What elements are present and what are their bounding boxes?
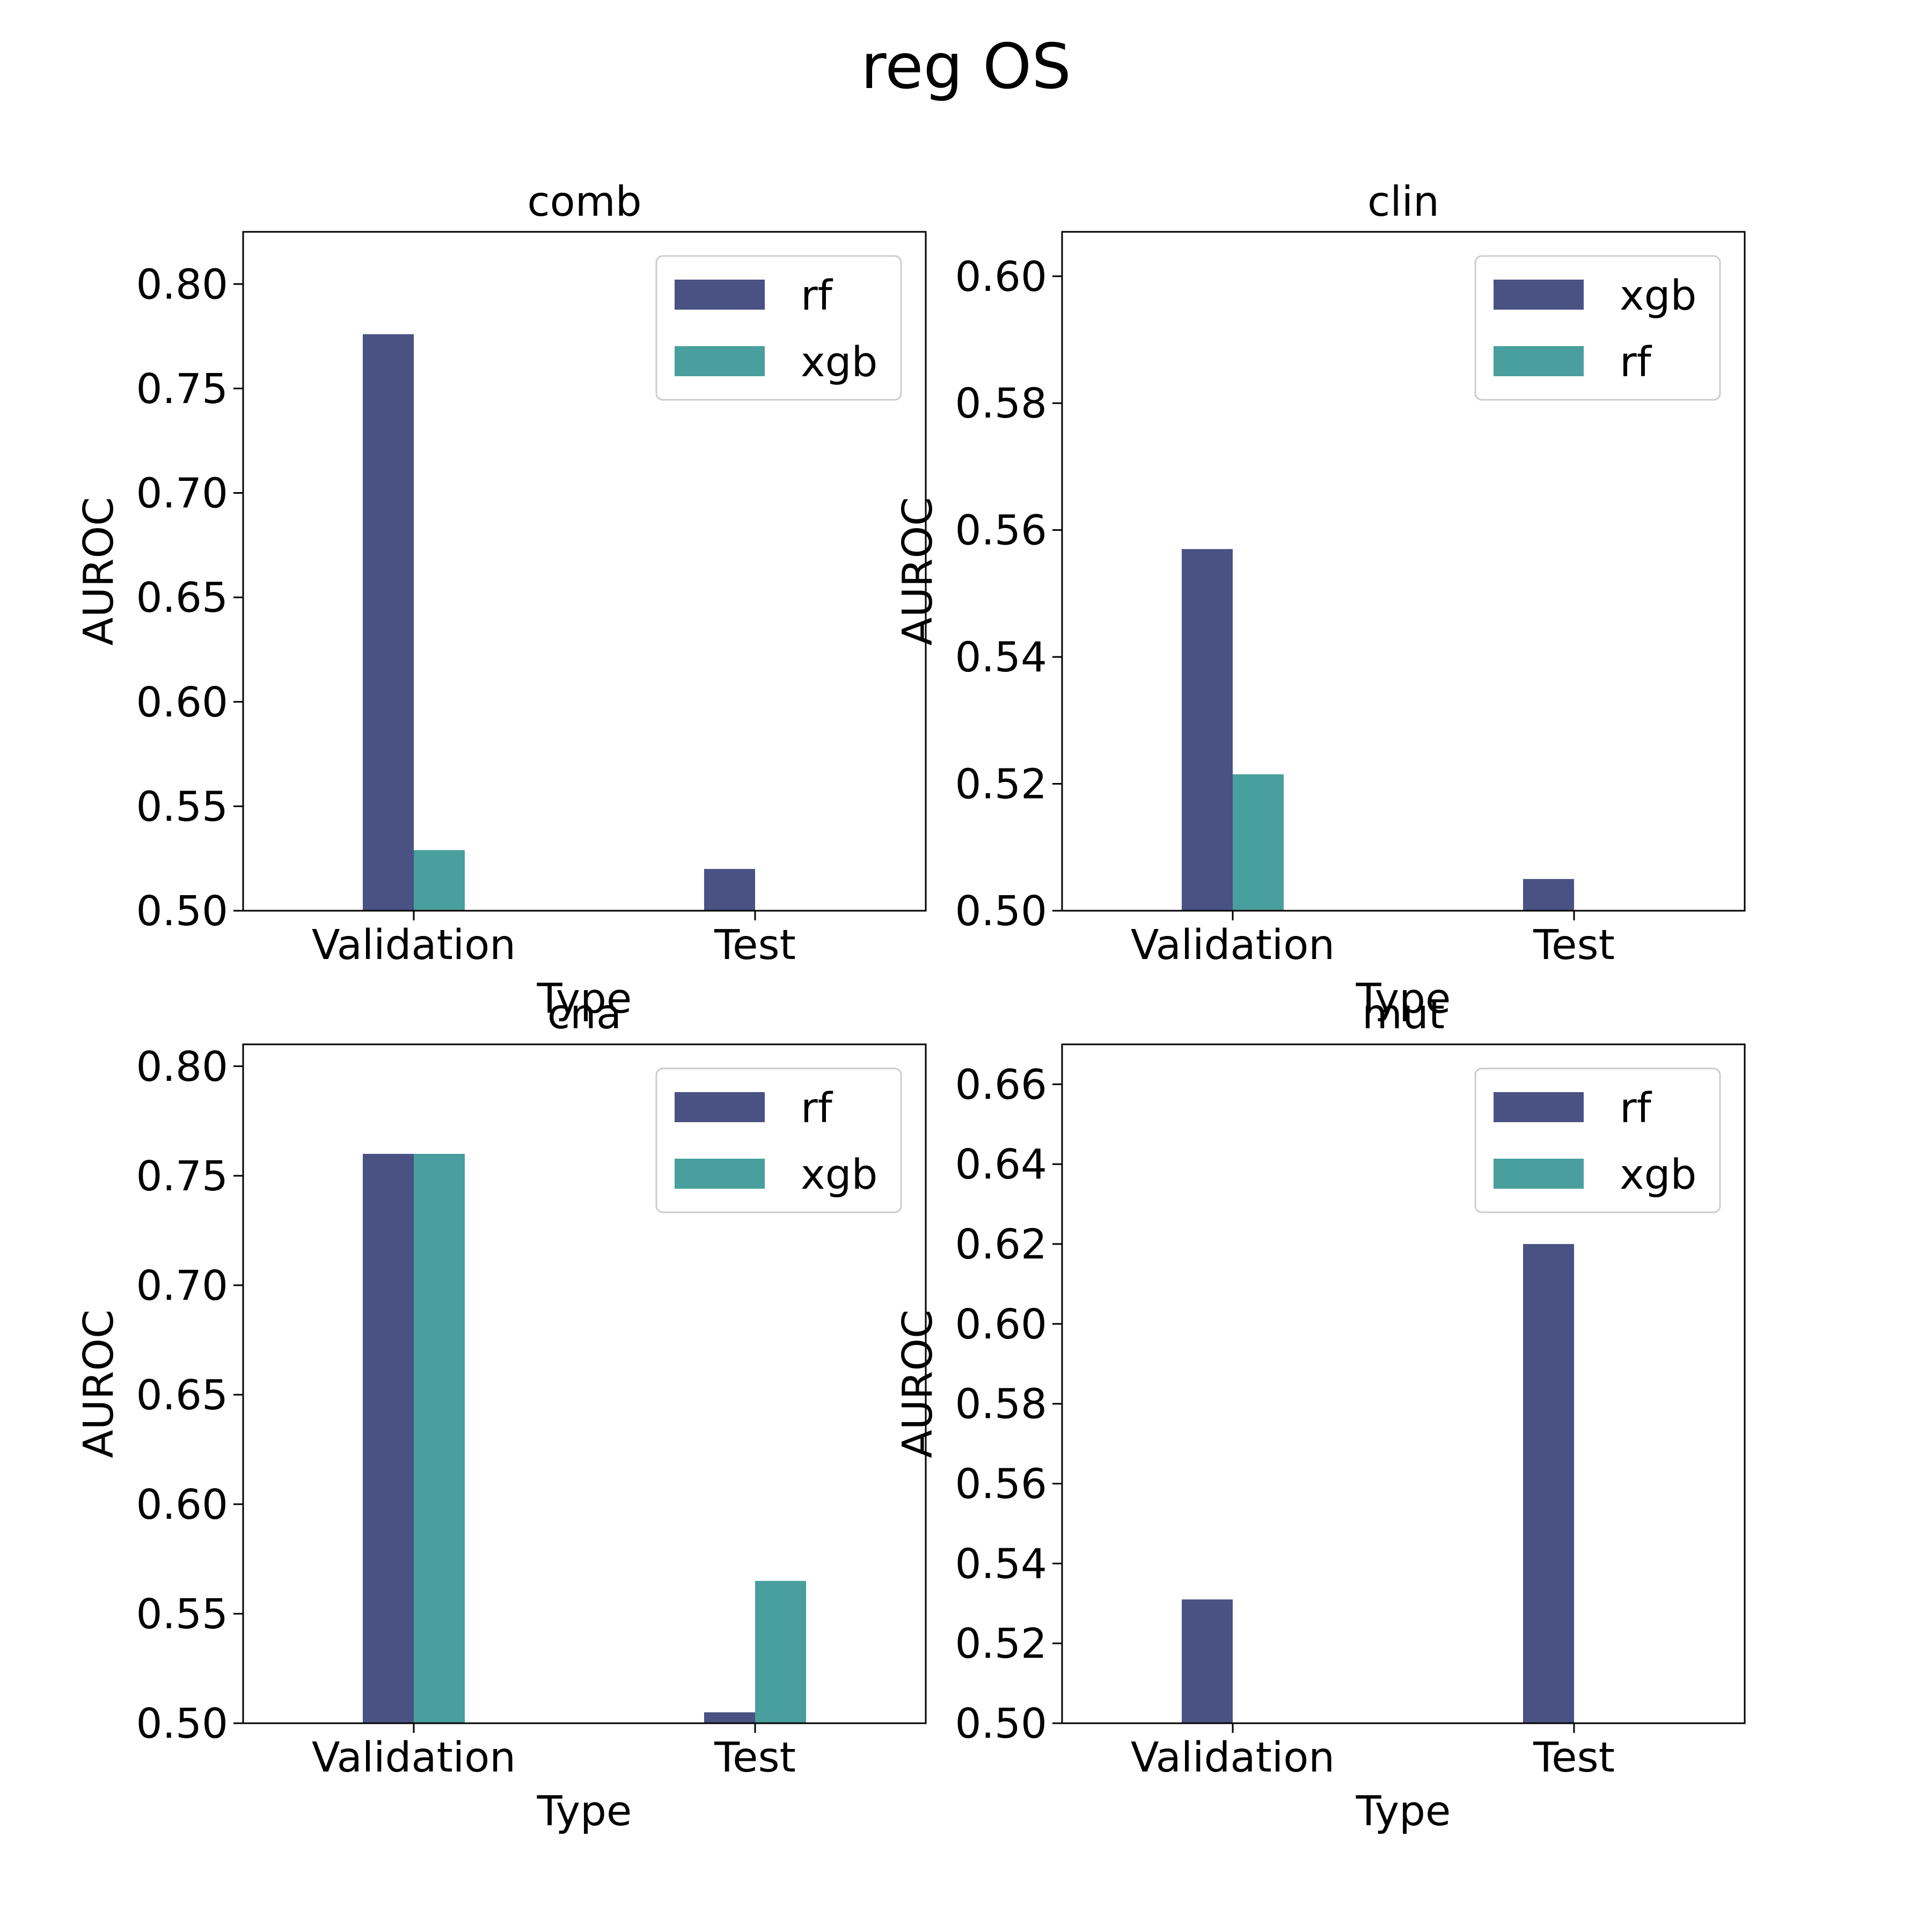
y-tick-label: 0.80 [136, 1043, 228, 1091]
bar-rf-test [704, 1712, 755, 1723]
x-tick-label: Test [1533, 921, 1615, 969]
legend-label-rf: rf [1620, 339, 1652, 386]
y-tick-label: 0.75 [136, 1153, 228, 1201]
subplot-comb: 0.50 0.55 0.60 0.65 0.70 0.75 0.80 Validation Te… [75, 178, 927, 1023]
legend: rf xgb [655, 255, 902, 401]
axes-frame [1061, 231, 1746, 912]
y-tick-label: 0.50 [955, 888, 1047, 935]
bar-xgb-test [755, 1580, 806, 1723]
y-tick-label: 0.55 [136, 783, 228, 831]
axes-frame [1061, 1043, 1746, 1724]
y-tick-label: 0.70 [136, 1262, 228, 1310]
legend-label-rf: rf [1620, 1085, 1652, 1132]
x-axis-label: Type [1356, 975, 1451, 1023]
y-tick-label: 0.75 [136, 365, 228, 413]
y-axis-label: AUROC [75, 1309, 123, 1458]
legend-swatch-xgb [675, 346, 765, 376]
y-tick-label: 0.54 [955, 634, 1047, 682]
y-axis-label: AUROC [894, 497, 942, 646]
legend-label-xgb: xgb [1620, 1151, 1696, 1199]
y-tick-label: 0.50 [955, 1700, 1047, 1748]
legend-label-rf: rf [801, 272, 833, 320]
figure-title: reg OS [861, 31, 1071, 103]
bar-xgb-validation [1182, 549, 1233, 911]
axes-frame [242, 231, 927, 912]
y-tick-label: 0.50 [136, 1700, 228, 1748]
y-tick-label: 0.52 [955, 1620, 1047, 1668]
legend-label-xgb: xgb [801, 1151, 877, 1199]
bar-rf-validation [1182, 1599, 1233, 1723]
legend-label-xgb: xgb [1620, 272, 1696, 320]
bar-rf-test [1523, 1244, 1574, 1723]
y-tick-label: 0.60 [136, 1481, 228, 1529]
y-tick-label: 0.80 [136, 261, 228, 309]
subplot-clin: 0.50 0.52 0.54 0.56 0.58 0.60 Validation Test cl… [894, 178, 1746, 1023]
y-axis-label: AUROC [75, 497, 123, 646]
bar-rf-validation [1233, 774, 1284, 911]
axes-frame [242, 1043, 927, 1724]
legend: rf xgb [655, 1067, 902, 1213]
y-tick-label: 0.60 [955, 1301, 1047, 1349]
x-axis-label: Type [537, 1788, 632, 1835]
bar-rf-validation [363, 334, 414, 911]
y-tick-label: 0.62 [955, 1221, 1047, 1269]
y-tick-label: 0.56 [955, 507, 1047, 555]
y-tick-label: 0.65 [136, 574, 228, 622]
bar-xgb-validation [414, 1154, 465, 1723]
subplot-title: mut [1362, 991, 1445, 1038]
legend-swatch-rf [1494, 1092, 1584, 1122]
bar-xgb-validation [414, 850, 465, 911]
subplot-title: clin [1367, 178, 1439, 226]
subplot-cna: 0.50 0.55 0.60 0.65 0.70 0.75 0.80 Validation Te… [75, 991, 927, 1835]
legend-swatch-rf [1494, 346, 1584, 376]
x-tick-label: Validation [1131, 1734, 1335, 1782]
y-tick-label: 0.52 [955, 761, 1047, 809]
y-tick-label: 0.65 [136, 1372, 228, 1419]
y-axis-label: AUROC [894, 1309, 942, 1458]
y-tick-label: 0.55 [136, 1591, 228, 1638]
x-axis-label: Type [1356, 1788, 1451, 1835]
y-tick-label: 0.60 [136, 679, 228, 727]
legend-swatch-xgb [1494, 280, 1584, 310]
legend: xgb rf [1474, 255, 1721, 401]
y-tick-label: 0.66 [955, 1061, 1047, 1109]
bar-xgb-test [1523, 879, 1574, 911]
legend-swatch-rf [675, 280, 765, 310]
y-tick-label: 0.56 [955, 1461, 1047, 1509]
subplot-title: cna [547, 991, 621, 1038]
y-tick-label: 0.60 [955, 253, 1047, 301]
legend-label-xgb: xgb [801, 339, 877, 386]
x-axis-label: Type [537, 975, 632, 1023]
subplot-title: comb [527, 178, 641, 226]
x-tick-label: Validation [1131, 921, 1335, 969]
bar-rf-validation [363, 1154, 414, 1723]
legend-swatch-rf [675, 1092, 765, 1122]
y-tick-label: 0.70 [136, 470, 228, 518]
x-tick-label: Test [714, 921, 796, 969]
y-tick-label: 0.58 [955, 1381, 1047, 1429]
y-tick-label: 0.64 [955, 1141, 1047, 1189]
x-tick-label: Validation [312, 1734, 516, 1782]
legend: rf xgb [1474, 1067, 1721, 1213]
bar-rf-test [704, 869, 755, 911]
legend-label-rf: rf [801, 1085, 833, 1132]
subplot-mut: 0.50 0.52 0.54 0.56 0.58 0.60 0.62 0.64 0.66 Vali… [894, 991, 1746, 1835]
x-tick-label: Test [1533, 1734, 1615, 1782]
legend-swatch-xgb [1494, 1159, 1584, 1189]
y-tick-label: 0.58 [955, 380, 1047, 428]
legend-swatch-xgb [675, 1159, 765, 1189]
x-tick-label: Validation [312, 921, 516, 969]
y-tick-label: 0.54 [955, 1540, 1047, 1588]
x-tick-label: Test [714, 1734, 796, 1782]
y-tick-label: 0.50 [136, 888, 228, 935]
subplot-grid: 0.50 0.55 0.60 0.65 0.70 0.75 0.80 Validation Te… [75, 178, 1746, 1835]
